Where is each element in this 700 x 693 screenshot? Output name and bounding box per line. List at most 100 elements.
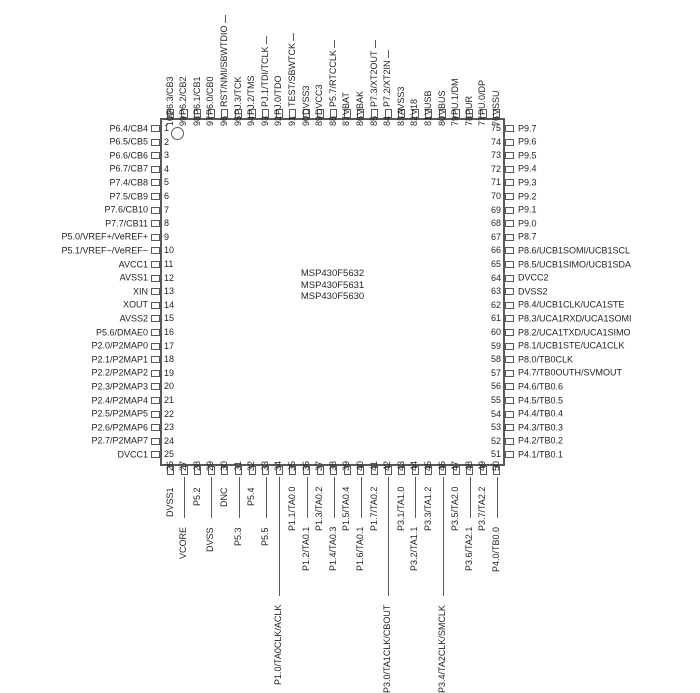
pin-number: 50 [490,460,501,471]
pin-number: 83 [395,115,406,126]
pin-number: 1 [164,123,170,133]
pin-label: P9.3 [518,177,537,188]
pin-label: P3.1/TA1.0 [395,486,406,531]
pin-pad [151,138,160,146]
pin-pad [180,109,188,118]
pin-number: 58 [490,354,501,365]
pin-number: 30 [218,460,229,471]
pin-pad [398,466,406,475]
pin-pad [505,356,514,364]
leader-line [333,477,335,518]
pin-pad [505,247,514,255]
pin-label: VUSB [422,90,433,115]
pin-number: 67 [490,231,501,242]
pin-number: 97 [205,115,216,126]
pinout-diagram: MSP430F5632 MSP430F5631 MSP430F5630 1 P6.… [61,15,632,693]
pin-label: P6.0/CB0 [205,76,216,115]
pin-label: P4.3/TB0.3 [518,422,564,433]
pin-label: P9.7 [518,123,537,133]
pin-pad [303,466,310,475]
pin-number: 69 [490,204,501,215]
pin-pad [505,165,514,173]
pin-number: 64 [490,272,501,283]
pin-pad [505,152,514,160]
pin-label: VBAT [341,92,352,115]
pin-pad [466,466,474,475]
pin-label: P8.1/UCB1STE/UCA1CLK [518,340,625,351]
pin-pad [207,109,215,118]
pin-pad [452,466,460,475]
leader-line [469,477,471,518]
pin-label: AVCC1 [118,259,148,269]
pin-number: 19 [164,367,175,378]
pin-pad [151,342,160,350]
pin-number: 68 [490,218,501,229]
pin-label: P9.4 [518,163,537,174]
pin-number: 49 [477,460,488,471]
pin-pad [151,410,160,418]
leader-line [360,477,362,518]
pin-label: P4.2/TB0.2 [518,435,564,446]
pin-label: VBUS [436,90,447,115]
pin-number: 32 [246,460,257,471]
pin-number: 13 [164,286,175,297]
pin-pad [151,125,160,132]
pin-pad [505,206,514,214]
pin-pad [384,109,392,118]
pin-pad [505,193,514,200]
pin-number: 51 [490,449,501,460]
pin-label: P9.5 [518,150,537,161]
pin-number: 7 [164,204,170,215]
pin-label: P4.1/TB0.1 [518,449,564,460]
pin-number: 53 [490,422,501,433]
pin-pad [505,342,514,350]
pin-pad [466,109,474,118]
pin-pad [151,152,160,160]
pin-label: DVSS2 [518,286,548,297]
pin-pad [505,329,514,336]
pin-number: 10 [164,245,175,256]
pin-label: P5.6/DMAE0 [95,327,148,337]
pin-number: 87 [341,115,352,126]
pin-pad [505,288,514,296]
pin-number: 42 [382,460,393,471]
pin-label: P1.1/TA0.0 [286,486,297,531]
pin-number: 46 [436,460,447,471]
pin-label: P2.7/P2MAP7 [91,435,148,446]
pin-number: 35 [286,460,297,471]
pin-pad [505,274,514,282]
pin-pad [194,109,202,118]
leader-line [306,477,308,518]
pin-number: 34 [273,460,284,471]
pin-pad [398,109,406,118]
pin-pad [151,329,160,336]
pin-label: P9.6 [518,136,537,147]
pin-pad [505,383,514,391]
pin-label: P4.7/TB0OUTH/SVMOUT [518,367,623,378]
pin-pad [330,466,338,475]
pin-number: 24 [164,435,175,446]
pin-pad [505,220,514,228]
pin-label: P7.7/CB11 [105,218,148,229]
pin-number: 61 [490,313,501,324]
pin-pad [151,451,160,459]
pin-label: P1.4/TA0.3 [327,526,338,571]
pin-number: 65 [490,259,501,269]
pin-pad [493,109,501,118]
pin-label: P5.0/VREF+/VeREF+ [61,231,148,242]
pin-number: 9 [164,231,170,242]
pin-label: P3.0/TA1CLK/CBOUT [382,604,393,693]
pin-label: PJ.3/TCK [232,76,243,115]
pin-number: 17 [164,340,175,351]
pin-pad [505,138,514,146]
pin-pad [151,301,160,309]
leader-line [211,477,213,518]
pin-label: P7.4/CB8 [109,177,148,188]
pin-pad [221,466,229,475]
pin-number: 88 [327,115,338,126]
leader-line [415,477,417,518]
pin-number: 57 [490,367,501,378]
pin-label: DVCC3 [314,84,325,115]
pin-number: 80 [436,115,447,126]
pin-number: 99 [178,115,189,126]
